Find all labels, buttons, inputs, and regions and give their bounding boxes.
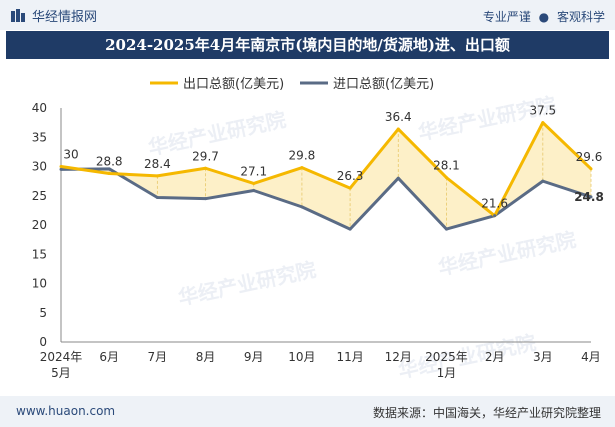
x-tick-label: 8月 — [196, 350, 216, 364]
y-tick-label: 10 — [32, 277, 47, 291]
x-tick-label: 2月 — [485, 350, 505, 364]
x-tick-label: 3月 — [533, 350, 553, 364]
data-label-export: 29.6 — [576, 150, 603, 164]
tagline-left: 专业严谨 — [482, 10, 531, 24]
x-tick-label: 4月 — [581, 350, 601, 364]
data-label-export: 29.7 — [192, 149, 219, 163]
point-export — [348, 186, 352, 190]
brand-name: 华经情报网 — [32, 10, 98, 25]
point-export — [589, 167, 593, 171]
point-export — [300, 166, 304, 170]
point-import — [348, 227, 352, 231]
header-bar: 华经情报网 专业严谨 ● 客观科学 — [0, 0, 615, 30]
point-export — [396, 127, 400, 131]
point-import — [204, 197, 208, 201]
data-label-export: 36.4 — [385, 110, 412, 124]
x-tick-label: 12月 — [385, 350, 412, 364]
website-link[interactable]: www.huaon.com — [16, 404, 116, 418]
y-tick-label: 30 — [32, 160, 47, 174]
point-import — [541, 179, 545, 183]
data-label-export: 21.6 — [481, 197, 508, 211]
tagline-separator: ● — [538, 10, 550, 24]
x-tick-label: 10月 — [288, 350, 315, 364]
data-label-export: 28.4 — [144, 157, 171, 171]
point-export — [252, 181, 256, 185]
legend-label-1: 进口总额(亿美元) — [333, 77, 434, 92]
legend-label-0: 出口总额(亿美元) — [183, 77, 284, 92]
data-label-export: 30 — [63, 148, 78, 162]
point-import — [155, 196, 159, 200]
brand-logo-icon — [11, 8, 25, 22]
point-import — [589, 195, 593, 199]
point-import — [107, 167, 111, 171]
point-export — [444, 176, 448, 180]
data-label-import-last: 24.8 — [574, 190, 604, 204]
point-import — [252, 188, 256, 192]
y-tick-label: 5 — [39, 306, 47, 320]
point-import — [444, 227, 448, 231]
point-import — [300, 205, 304, 209]
x-tick-label: 1月 — [437, 366, 457, 380]
series-line-import — [60, 167, 592, 231]
x-tick-label: 2025年 — [425, 350, 468, 364]
point-export — [155, 174, 159, 178]
tagline-right: 客观科学 — [556, 10, 605, 24]
data-source: 数据来源：中国海关，华经产业研究院整理 — [372, 406, 601, 420]
brand: 华经情报网 — [10, 6, 97, 25]
y-tick-label: 25 — [32, 189, 47, 203]
data-label-export: 28.1 — [433, 159, 460, 173]
data-label-export: 29.8 — [289, 149, 316, 163]
point-import — [493, 214, 497, 218]
point-export — [107, 172, 111, 176]
point-import — [59, 167, 63, 171]
y-tick-label: 20 — [32, 218, 47, 232]
series-line-export — [60, 121, 593, 218]
footer-bar: www.huaon.com 数据来源：中国海关，华经产业研究院整理 — [0, 396, 615, 427]
x-tick-label: 5月 — [51, 366, 71, 380]
x-tick-label: 7月 — [148, 350, 168, 364]
y-tick-label: 0 — [39, 335, 47, 349]
x-tick-label: 9月 — [244, 350, 264, 364]
y-tick-label: 35 — [32, 130, 47, 144]
y-tick-label: 15 — [32, 247, 47, 261]
point-export — [204, 166, 208, 170]
data-label-export: 26.3 — [337, 169, 364, 183]
data-label-export: 28.8 — [96, 155, 123, 169]
watermark-text: 华经产业研究院 — [436, 227, 578, 280]
data-label-export: 37.5 — [529, 104, 556, 118]
x-tick-label: 11月 — [336, 350, 363, 364]
data-label-export: 27.1 — [240, 164, 267, 178]
x-tick-label: 2024年 — [40, 350, 83, 364]
chart-title: 2024-2025年4月年南京市(境内目的地/货源地)进、出口额 — [6, 31, 609, 59]
watermark-text: 华经产业研究院 — [176, 257, 318, 310]
tagline: 专业严谨 ● 客观科学 — [483, 8, 605, 25]
point-import — [396, 176, 400, 180]
area-between-series — [61, 122, 591, 230]
y-tick-label: 40 — [32, 101, 47, 115]
line-chart: 华经产业研究院 华经产业研究院华经产业研究院华经产业研究院华经产业研究院出口总额(… — [32, 77, 604, 383]
x-tick-label: 6月 — [99, 350, 119, 364]
point-export — [541, 121, 545, 125]
point-export — [59, 165, 63, 168]
